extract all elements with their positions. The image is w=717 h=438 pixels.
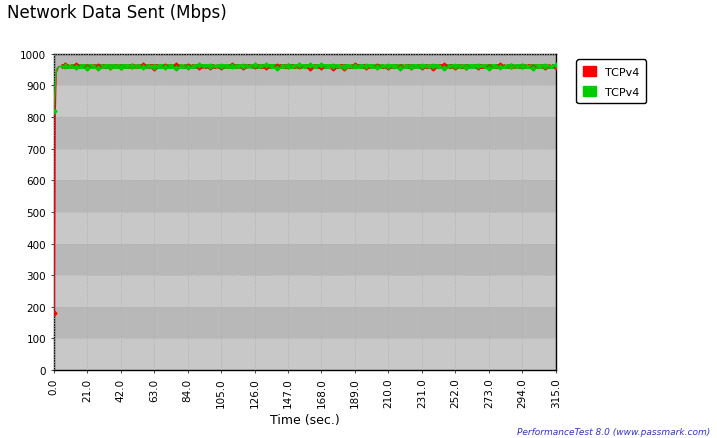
Bar (54, 118, 556, 149)
Bar (54, 307, 556, 339)
Text: PerformanceTest 8.0 (www.passmark.com): PerformanceTest 8.0 (www.passmark.com) (516, 427, 710, 436)
Bar (54, 276, 556, 307)
Bar (54, 244, 556, 276)
Legend: TCPv4, TCPv4: TCPv4, TCPv4 (576, 60, 646, 104)
Bar (54, 86, 556, 118)
Bar (54, 181, 556, 212)
Bar (54, 212, 556, 244)
Bar (54, 339, 556, 370)
Text: Network Data Sent (Mbps): Network Data Sent (Mbps) (7, 4, 227, 22)
Bar (54, 55, 556, 86)
X-axis label: Time (sec.): Time (sec.) (270, 413, 340, 426)
Bar (54, 149, 556, 181)
